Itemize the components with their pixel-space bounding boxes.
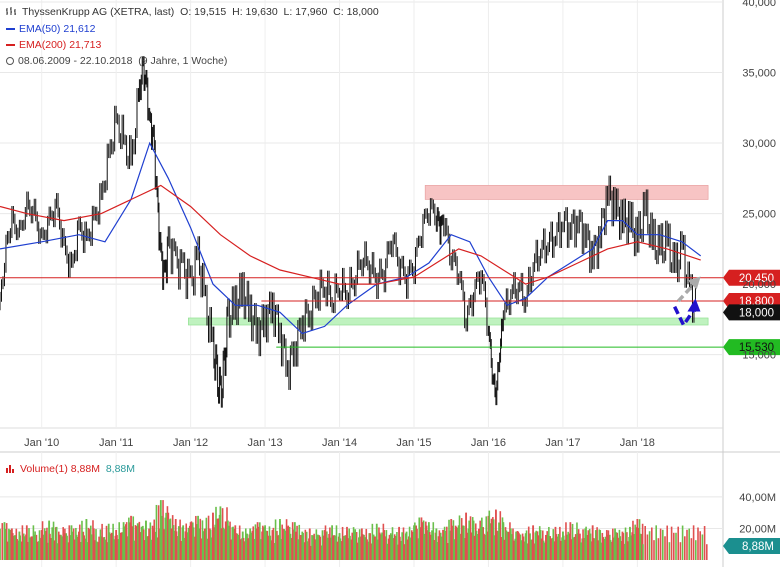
gray-arrow-head bbox=[687, 276, 701, 290]
axes: 15,000 20,000 25,000 30,000 35,000 40,000 Jan … bbox=[24, 0, 780, 554]
x-tick-label: Jan '16 bbox=[471, 437, 506, 449]
volume-last-tag bbox=[723, 537, 780, 554]
date-range-text: 08.06.2009 - 22.10.2018 bbox=[18, 55, 133, 67]
y-tick-label: 40,000 bbox=[742, 0, 776, 9]
x-tick-label: Jan '14 bbox=[322, 437, 357, 449]
gray-arrow-shaft bbox=[677, 282, 696, 303]
low-value: L: 17,960 bbox=[283, 6, 328, 18]
duration-text: (9 Jahre, 1 Woche) bbox=[138, 55, 228, 67]
y-tick-label: 25,000 bbox=[742, 209, 776, 221]
x-tick-label: Jan '10 bbox=[24, 437, 59, 449]
volume-label: Volume(1) bbox=[20, 463, 68, 475]
ema50-swatch bbox=[6, 28, 15, 31]
ema200-line bbox=[0, 184, 701, 285]
level-15530-label: 15,530 bbox=[739, 342, 774, 354]
level-18000-tag bbox=[723, 304, 780, 321]
instrument-name: ThyssenKrupp AG (XETRA, last) bbox=[22, 6, 175, 18]
support-zone bbox=[188, 317, 709, 326]
close-value: C: 18,000 bbox=[333, 6, 379, 18]
level-18000-label: 18,000 bbox=[739, 307, 774, 319]
volume-icon bbox=[6, 464, 16, 477]
x-tick-label: Jan '15 bbox=[396, 437, 431, 449]
ema200-value: 21,713 bbox=[69, 39, 102, 51]
chart-title: ThyssenKrupp AG (XETRA, last) O: 19,515 … bbox=[6, 6, 379, 20]
ema50-value: 21,612 bbox=[63, 23, 96, 35]
x-tick-label: Jan '18 bbox=[620, 437, 655, 449]
resistance-zone bbox=[424, 185, 709, 200]
ema50-label: EMA(50) bbox=[19, 23, 61, 35]
level-15530-tag bbox=[723, 339, 780, 356]
forecast-arrows bbox=[673, 276, 701, 329]
price-series bbox=[0, 56, 696, 408]
clock-icon bbox=[6, 57, 14, 65]
date-range: 08.06.2009 - 22.10.2018 (9 Jahre, 1 Woch… bbox=[6, 55, 227, 68]
blue-arrow-head bbox=[687, 298, 701, 312]
y-tick-label: 30,000 bbox=[742, 138, 776, 150]
high-value: H: 19,630 bbox=[232, 6, 278, 18]
volume-tick-label: 40,00M bbox=[739, 492, 776, 504]
ema-lines bbox=[0, 141, 702, 335]
zones bbox=[188, 185, 709, 326]
ema200-label: EMA(200) bbox=[19, 39, 67, 51]
ema200-swatch bbox=[6, 44, 15, 47]
level-20450-tag bbox=[723, 269, 780, 286]
volume-last-label: 8,88M bbox=[742, 541, 774, 553]
volume-value-2: 8,88M bbox=[105, 463, 135, 475]
ema50-line bbox=[0, 141, 702, 335]
volume-tick-label: 20,00M bbox=[739, 523, 776, 535]
y-tick-label: 35,000 bbox=[742, 68, 776, 80]
x-tick-label: Jan '17 bbox=[545, 437, 580, 449]
y-tick-label: 15,000 bbox=[742, 350, 776, 362]
volume-bars bbox=[0, 500, 708, 560]
level-20450-label: 20,450 bbox=[739, 273, 774, 285]
x-tick-label: Jan '12 bbox=[173, 437, 208, 449]
ema200-legend: EMA(200) 21,713 bbox=[6, 39, 101, 52]
ema50-legend: EMA(50) 21,612 bbox=[6, 23, 95, 36]
blue-arrow-shaft bbox=[673, 305, 695, 329]
open-value: O: 19,515 bbox=[180, 6, 227, 18]
bar-chart-icon bbox=[6, 6, 18, 20]
volume-legend: Volume(1) 8,88M 8,88M bbox=[6, 463, 135, 477]
x-tick-label: Jan '11 bbox=[99, 437, 133, 449]
x-tick-label: Jan '13 bbox=[248, 437, 283, 449]
volume-value: 8,88M bbox=[70, 463, 100, 475]
y-tick-label: 20,000 bbox=[742, 279, 776, 291]
